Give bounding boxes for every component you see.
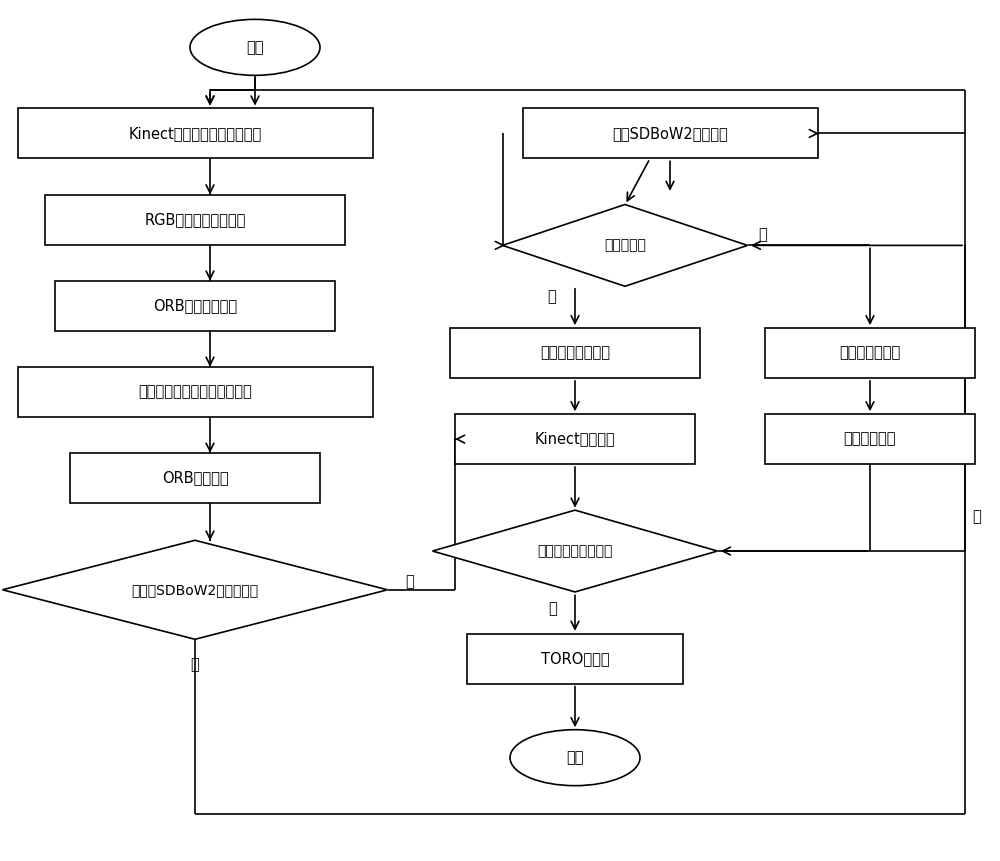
Text: ORB算子特征提取: ORB算子特征提取: [153, 298, 237, 313]
Text: 是否在SDBoW2视觉词典？: 是否在SDBoW2视觉词典？: [131, 583, 259, 597]
FancyBboxPatch shape: [467, 634, 682, 684]
Text: 更新SDBoW2视觉词典: 更新SDBoW2视觉词典: [612, 126, 728, 141]
FancyBboxPatch shape: [18, 108, 372, 158]
Text: 是: 是: [547, 289, 556, 305]
FancyBboxPatch shape: [455, 414, 695, 464]
Text: 否: 否: [972, 509, 981, 524]
Polygon shape: [502, 205, 748, 286]
Text: 完成三维地图构建？: 完成三维地图构建？: [537, 544, 613, 558]
Text: RGB图像进行空间划分: RGB图像进行空间划分: [144, 212, 246, 227]
Text: 添加结点和邻边: 添加结点和邻边: [839, 345, 901, 361]
FancyBboxPatch shape: [45, 195, 345, 245]
Ellipse shape: [190, 20, 320, 76]
Text: 描述成二进制形式的视觉单词: 描述成二进制形式的视觉单词: [138, 384, 252, 400]
FancyBboxPatch shape: [765, 328, 975, 378]
Text: Kinect位置修正: Kinect位置修正: [535, 431, 615, 447]
Text: Kinect实时获取环境视觉信息: Kinect实时获取环境视觉信息: [128, 126, 262, 141]
FancyBboxPatch shape: [523, 108, 818, 158]
Text: 是: 是: [548, 601, 557, 616]
Text: ORB特征匹配: ORB特征匹配: [162, 470, 228, 486]
FancyBboxPatch shape: [450, 328, 700, 378]
Text: 三维点云拼接: 三维点云拼接: [844, 431, 896, 447]
FancyBboxPatch shape: [55, 281, 335, 331]
Ellipse shape: [510, 730, 640, 785]
Polygon shape: [432, 510, 717, 592]
FancyBboxPatch shape: [18, 367, 372, 417]
FancyBboxPatch shape: [70, 453, 320, 503]
Text: 是: 是: [405, 573, 414, 589]
Text: 开始: 开始: [246, 40, 264, 55]
Text: 添加结点和闭环边: 添加结点和闭环边: [540, 345, 610, 361]
Text: 否: 否: [191, 657, 199, 672]
Text: 否: 否: [758, 226, 767, 242]
Text: TORO图优化: TORO图优化: [541, 651, 609, 666]
Text: 结点闭环？: 结点闭环？: [604, 238, 646, 252]
Polygon shape: [3, 541, 388, 639]
FancyBboxPatch shape: [765, 414, 975, 464]
Text: 结束: 结束: [566, 750, 584, 765]
